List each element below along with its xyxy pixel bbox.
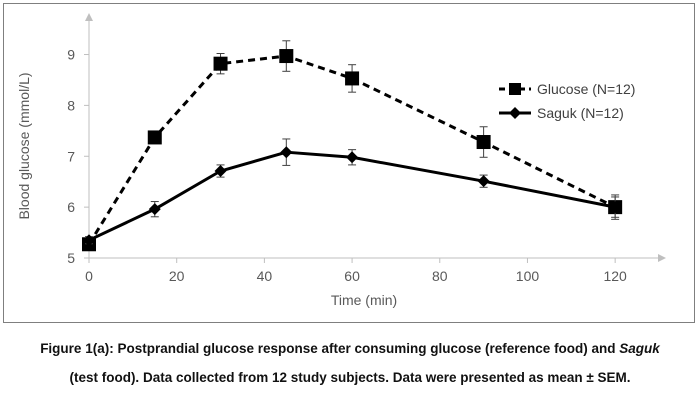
legend-1-marker xyxy=(509,107,521,119)
x-tick-label: 20 xyxy=(169,268,185,284)
series-0-point xyxy=(147,130,162,145)
series-1-point xyxy=(83,234,95,247)
series-0-point xyxy=(476,135,491,150)
x-tick-label: 120 xyxy=(603,268,627,284)
y-axis-arrow xyxy=(85,13,93,21)
series-1-point xyxy=(346,151,359,164)
x-tick-label: 0 xyxy=(85,268,93,284)
series-1-point xyxy=(214,165,227,178)
legend-1-label: Saguk (N=12) xyxy=(537,105,624,121)
legend-0-marker xyxy=(509,83,521,95)
y-tick-label: 5 xyxy=(67,250,75,266)
chart-plot: 5 6 7 8 9 0 20 40 60 80 100 120 Time (min) Blood gluc… xyxy=(16,13,666,308)
x-tick-label: 80 xyxy=(432,268,448,284)
series-0-point xyxy=(279,49,294,64)
caption-line-1-text: Figure 1(a): Postprandial glucose respon… xyxy=(40,341,620,356)
series-1-point xyxy=(148,203,161,216)
x-tick-label: 40 xyxy=(257,268,273,284)
series-0-point xyxy=(345,71,360,86)
series-1-point xyxy=(477,175,490,188)
series-0-point xyxy=(213,56,228,71)
y-tick-label: 7 xyxy=(67,148,75,164)
x-tick-label: 60 xyxy=(344,268,360,284)
series-1-point xyxy=(280,146,293,159)
chart-frame: 5 6 7 8 9 0 20 40 60 80 100 120 Time (min) Blood gluc… xyxy=(3,3,695,323)
y-tick-label: 9 xyxy=(67,47,75,63)
legend-0-label: Glucose (N=12) xyxy=(537,81,635,97)
y-tick-label: 6 xyxy=(67,199,75,215)
caption-line-1-italic: Saguk xyxy=(619,341,660,356)
x-axis-title: Time (min) xyxy=(331,292,397,308)
y-axis-title: Blood glucose (mmol/L) xyxy=(16,72,32,219)
x-axis-arrow xyxy=(658,254,666,262)
caption-line-1: Figure 1(a): Postprandial glucose respon… xyxy=(0,334,700,363)
figure-caption: Figure 1(a): Postprandial glucose respon… xyxy=(0,334,700,392)
x-tick-label: 100 xyxy=(516,268,540,284)
y-tick-label: 8 xyxy=(67,97,75,113)
series-1-point xyxy=(609,201,622,214)
caption-line-2: (test food). Data collected from 12 stud… xyxy=(69,370,631,385)
